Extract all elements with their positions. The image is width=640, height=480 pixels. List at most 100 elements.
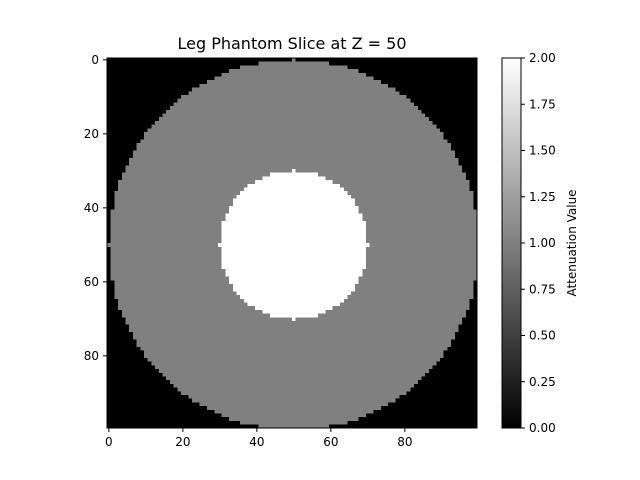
heatmap-row-run [221, 72, 366, 77]
heatmap-row-run [155, 365, 433, 370]
heatmap-row-run [221, 250, 366, 255]
heatmap-row-run [221, 235, 366, 240]
heatmap-row-run [147, 128, 440, 133]
heatmap-row-run [229, 209, 359, 214]
heatmap-row-run [132, 335, 455, 340]
heatmap-row-run [243, 187, 344, 192]
y-tick-label: 20 [84, 127, 99, 141]
heatmap-row-run [218, 243, 370, 247]
heatmap-row-run [166, 376, 422, 381]
heatmap-row-run [206, 80, 381, 85]
heatmap-row-run [192, 398, 396, 403]
colorbar-tick-label: 0.25 [529, 375, 556, 389]
heatmap-row-run [221, 224, 366, 229]
heatmap-row-run [177, 98, 411, 103]
heatmap-row-run [151, 361, 437, 366]
heatmap-row-run [225, 272, 363, 277]
heatmap-row-run [269, 313, 318, 318]
heatmap-row-run [188, 91, 400, 96]
heatmap-row-run [136, 339, 452, 344]
y-axis: 0 20 40 60 80 [84, 53, 107, 363]
heatmap-row-run [147, 357, 440, 362]
colorbar-tick-label: 2.00 [529, 51, 556, 65]
heatmap-row-run [181, 95, 407, 99]
heatmap-row-run [136, 143, 452, 148]
heatmap-row-run [136, 146, 452, 151]
heatmap-row-run [292, 169, 296, 173]
heatmap-row-run [240, 65, 348, 70]
heatmap-row-run [221, 257, 366, 262]
heatmap-row-run [221, 231, 366, 236]
heatmap-row-run [269, 172, 318, 177]
heatmap-row-run [232, 202, 355, 207]
heatmap-row-run [292, 317, 296, 321]
heatmap-row-run [136, 342, 452, 347]
colorbar-axis: 0.00 0.25 0.50 0.75 1.00 1.25 1.50 1.75 2.00 [521, 51, 556, 435]
x-tick-label: 20 [175, 435, 190, 449]
colorbar [501, 57, 522, 429]
heatmap-row-run [221, 220, 366, 225]
heatmap-row-run [129, 328, 459, 333]
heatmap-row-run [225, 268, 363, 273]
heatmap-row-run [192, 87, 396, 92]
x-tick-label: 40 [249, 435, 264, 449]
y-tick-label: 80 [84, 349, 99, 363]
heatmap-row-run [206, 405, 381, 410]
heatmap-row-run [173, 383, 415, 388]
heatmap-row-run [140, 139, 448, 144]
heatmap-row-run [166, 109, 422, 114]
y-tick-label: 40 [84, 201, 99, 215]
colorbar-tick-label: 0.50 [529, 329, 556, 343]
heatmap-row-run [262, 176, 326, 181]
heatmap-row-run [188, 394, 400, 399]
y-tick-label: 0 [91, 53, 99, 67]
heatmap-row-run [199, 83, 389, 88]
heatmap-row-run [229, 206, 359, 210]
heatmap-row-run [125, 165, 463, 170]
heatmap-row-run [144, 350, 444, 355]
heatmap-row-run [158, 368, 429, 373]
heatmap-row-run [155, 120, 433, 125]
heatmap-row-run [229, 276, 359, 281]
heatmap-row-run [232, 198, 355, 203]
x-tick-label: 0 [105, 435, 113, 449]
heatmap-row-run [199, 402, 389, 407]
heatmap-row-run [258, 61, 329, 66]
heatmap-row-run [255, 180, 333, 185]
heatmap-row-run [173, 102, 415, 107]
y-tick-label: 60 [84, 275, 99, 289]
heatmap-row-run [169, 106, 418, 111]
heatmap-row-run [232, 283, 355, 288]
heatmap-row-run [144, 132, 444, 136]
colorbar-tick-label: 1.50 [529, 144, 556, 158]
heatmap-row-run [232, 287, 355, 292]
heatmap-row-run [132, 331, 455, 336]
heatmap-row-run [132, 154, 455, 159]
heatmap-row-run [214, 409, 374, 414]
colorbar-tick-label: 1.75 [529, 97, 556, 111]
chart-title: Leg Phantom Slice at Z = 50 [177, 34, 406, 53]
x-axis: 0 20 40 60 80 [105, 428, 412, 449]
heatmap-row-run [140, 346, 448, 351]
x-tick-label: 60 [323, 435, 338, 449]
heatmap-row-run [240, 294, 348, 299]
heatmap-row-run [144, 135, 444, 140]
heatmap-row-run [221, 239, 366, 244]
heatmap-row-run [240, 191, 348, 196]
heatmap-row-run [262, 309, 326, 314]
heatmap-row-run [169, 379, 418, 384]
heatmap-row-run [129, 161, 459, 166]
heatmap-row-run [243, 298, 344, 303]
heatmap-row-run [236, 291, 352, 296]
heatmap-row-run [214, 76, 374, 81]
heatmap-row-run [247, 302, 341, 307]
heatmap-row-run [247, 183, 341, 188]
heatmap-row-run [158, 117, 429, 122]
heatmap-row-run [162, 113, 426, 118]
heatmap-row-run [181, 391, 407, 395]
x-tick-label: 80 [397, 435, 412, 449]
heatmap-row-run [221, 413, 366, 418]
colorbar-label: Attenuation Value [565, 189, 579, 296]
heatmap-row-run [292, 58, 296, 62]
heatmap-row-run [125, 320, 463, 325]
